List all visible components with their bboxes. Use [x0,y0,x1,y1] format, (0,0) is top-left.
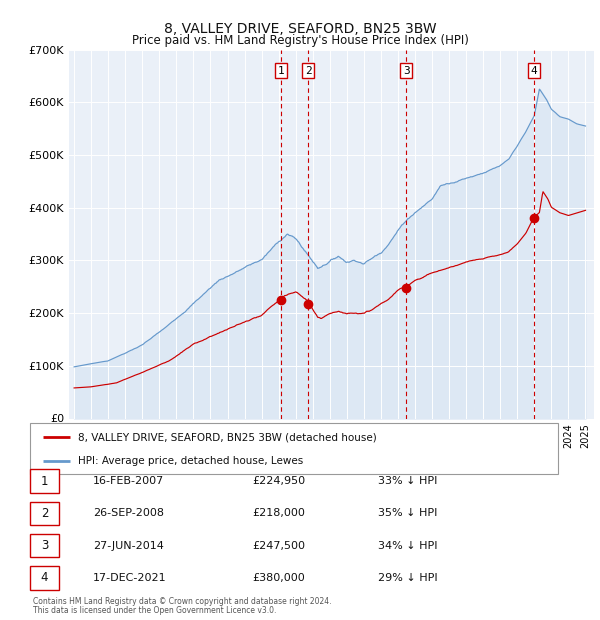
Text: £218,000: £218,000 [252,508,305,518]
Text: 16-FEB-2007: 16-FEB-2007 [93,476,164,486]
FancyBboxPatch shape [30,534,59,557]
Text: HPI: Average price, detached house, Lewes: HPI: Average price, detached house, Lewe… [77,456,303,466]
Text: 34% ↓ HPI: 34% ↓ HPI [378,541,437,551]
Text: 4: 4 [41,572,48,584]
Text: 29% ↓ HPI: 29% ↓ HPI [378,573,437,583]
Text: 17-DEC-2021: 17-DEC-2021 [93,573,167,583]
Text: 35% ↓ HPI: 35% ↓ HPI [378,508,437,518]
Text: 8, VALLEY DRIVE, SEAFORD, BN25 3BW: 8, VALLEY DRIVE, SEAFORD, BN25 3BW [164,22,436,36]
FancyBboxPatch shape [30,423,558,474]
FancyBboxPatch shape [30,469,59,493]
Text: 4: 4 [530,66,537,76]
Text: Contains HM Land Registry data © Crown copyright and database right 2024.: Contains HM Land Registry data © Crown c… [33,597,331,606]
Text: 27-JUN-2014: 27-JUN-2014 [93,541,164,551]
Text: 8, VALLEY DRIVE, SEAFORD, BN25 3BW (detached house): 8, VALLEY DRIVE, SEAFORD, BN25 3BW (deta… [77,432,376,442]
Text: 3: 3 [41,539,48,552]
Text: 1: 1 [41,475,48,487]
Text: 2: 2 [305,66,311,76]
Text: £380,000: £380,000 [252,573,305,583]
Text: Price paid vs. HM Land Registry's House Price Index (HPI): Price paid vs. HM Land Registry's House … [131,34,469,47]
Text: £224,950: £224,950 [252,476,305,486]
Text: This data is licensed under the Open Government Licence v3.0.: This data is licensed under the Open Gov… [33,606,277,615]
FancyBboxPatch shape [30,566,59,590]
Text: £247,500: £247,500 [252,541,305,551]
Text: 3: 3 [403,66,410,76]
Text: 33% ↓ HPI: 33% ↓ HPI [378,476,437,486]
FancyBboxPatch shape [30,502,59,525]
Text: 1: 1 [277,66,284,76]
Text: 2: 2 [41,507,48,520]
Text: 26-SEP-2008: 26-SEP-2008 [93,508,164,518]
